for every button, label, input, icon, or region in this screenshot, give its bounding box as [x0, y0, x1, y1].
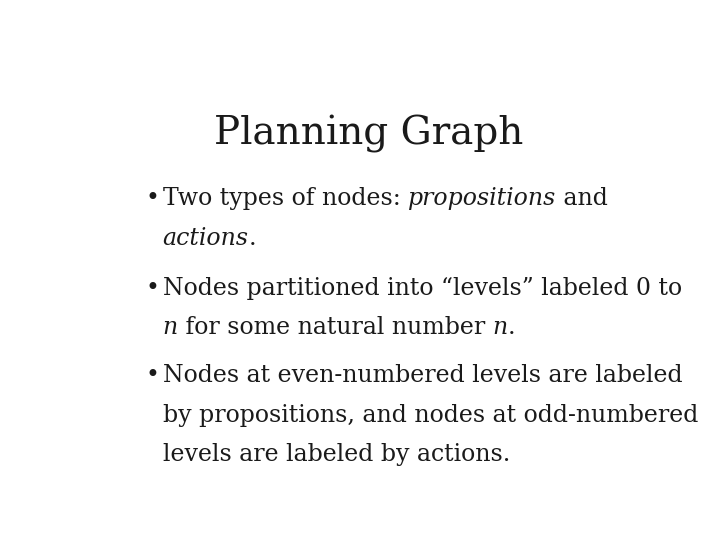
Text: •: • — [145, 187, 160, 211]
Text: .: . — [508, 316, 516, 339]
Text: and: and — [556, 187, 608, 211]
Text: n: n — [163, 316, 178, 339]
Text: Planning Graph: Planning Graph — [215, 114, 523, 153]
Text: propositions: propositions — [408, 187, 556, 211]
Text: •: • — [145, 277, 160, 300]
Text: Nodes partitioned into “levels” labeled 0 to: Nodes partitioned into “levels” labeled … — [163, 277, 682, 300]
Text: actions: actions — [163, 227, 248, 250]
Text: Two types of nodes:: Two types of nodes: — [163, 187, 408, 211]
Text: .: . — [248, 227, 256, 250]
Text: by propositions, and nodes at odd-numbered: by propositions, and nodes at odd-number… — [163, 404, 698, 427]
Text: levels are labeled by actions.: levels are labeled by actions. — [163, 443, 510, 466]
Text: •: • — [145, 364, 160, 387]
Text: for some natural number: for some natural number — [178, 316, 492, 339]
Text: n: n — [492, 316, 508, 339]
Text: Nodes at even-numbered levels are labeled: Nodes at even-numbered levels are labele… — [163, 364, 682, 387]
